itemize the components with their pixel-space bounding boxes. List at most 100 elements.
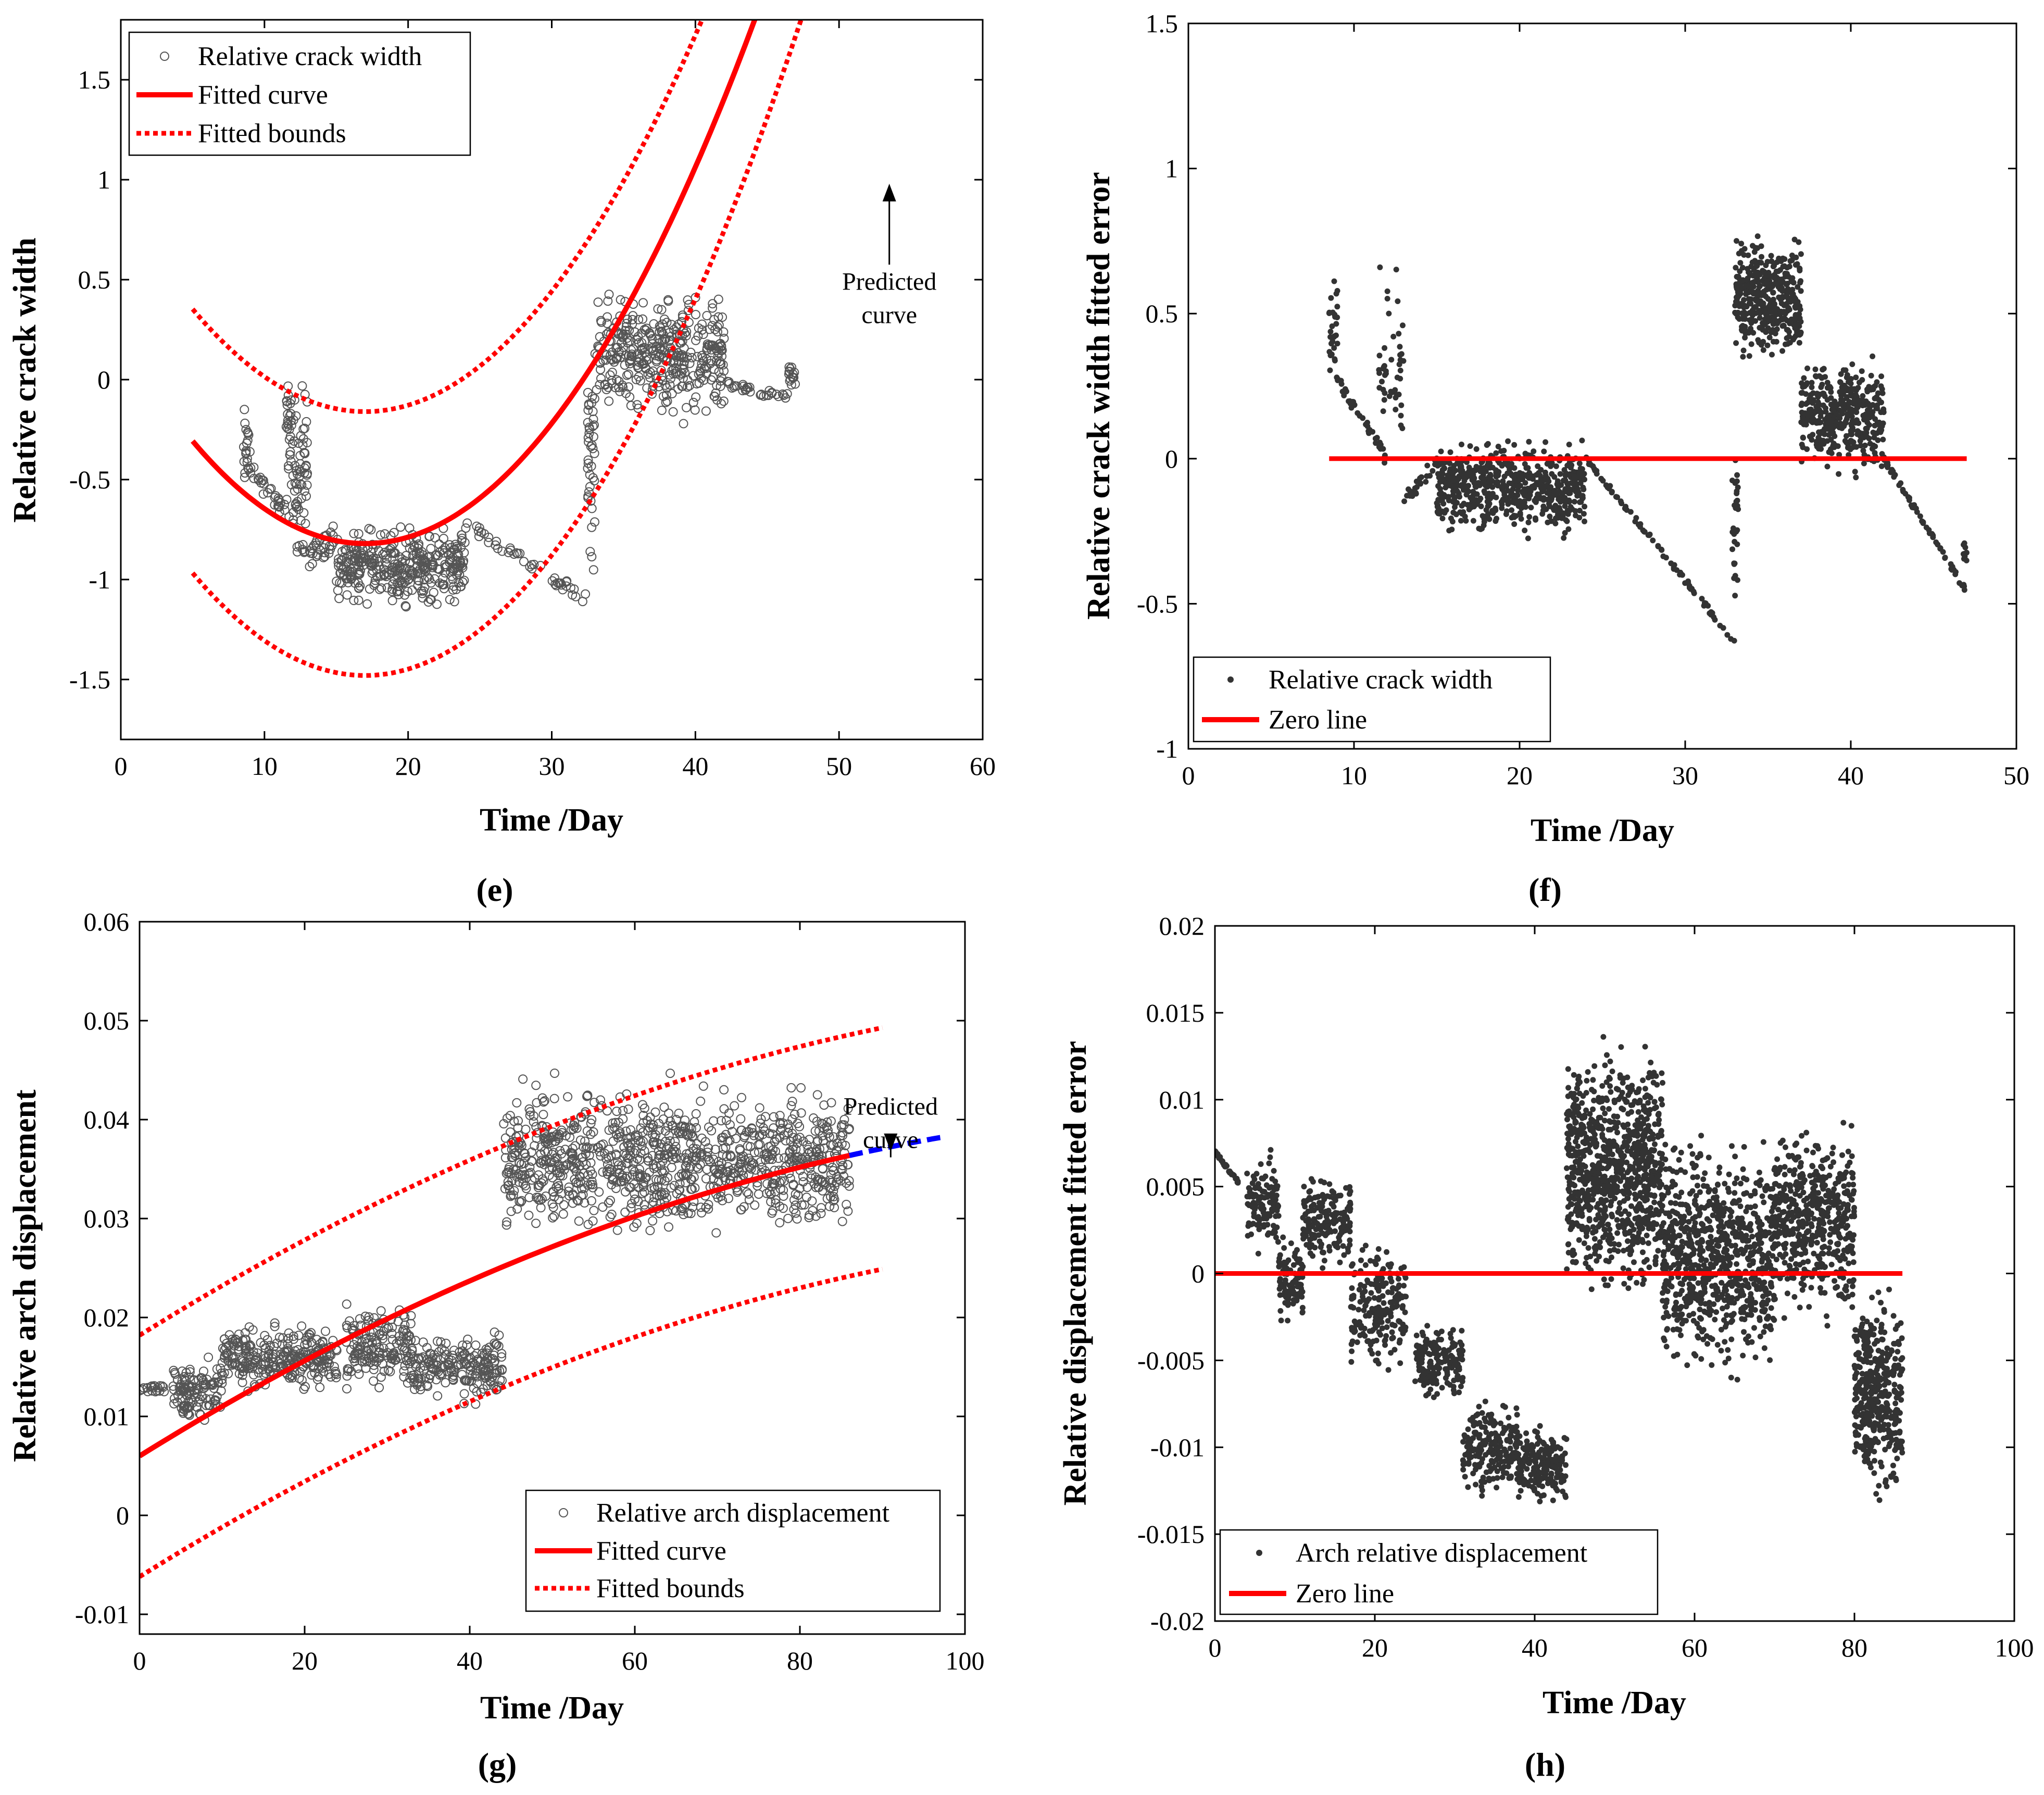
data-point-f bbox=[1891, 474, 1897, 480]
data-point-f bbox=[1860, 447, 1866, 454]
data-point-g bbox=[429, 1350, 439, 1360]
data-point-e bbox=[274, 502, 284, 512]
data-point-f bbox=[1793, 254, 1799, 260]
data-point-e bbox=[449, 545, 459, 555]
y-tick-label-f-5: 1.5 bbox=[1146, 9, 1178, 38]
data-point-g bbox=[376, 1306, 386, 1316]
data-point-e bbox=[716, 346, 726, 355]
data-point-g bbox=[554, 1184, 563, 1194]
data-point-f bbox=[1380, 386, 1386, 393]
data-point-g bbox=[231, 1334, 240, 1344]
data-point-e bbox=[624, 369, 633, 379]
data-point-f bbox=[1774, 326, 1780, 332]
data-point-g bbox=[581, 1144, 591, 1153]
data-point-h bbox=[1269, 1176, 1275, 1182]
data-point-f bbox=[1737, 260, 1744, 266]
data-point-e bbox=[439, 584, 449, 594]
legend-label-e-0: Relative crack width bbox=[198, 42, 422, 71]
data-point-f bbox=[1757, 310, 1763, 316]
data-point-f bbox=[1498, 499, 1504, 505]
data-point-f bbox=[1750, 243, 1755, 249]
data-point-f bbox=[1860, 412, 1866, 419]
data-point-f bbox=[1571, 476, 1577, 482]
data-point-f bbox=[1798, 251, 1804, 257]
data-point-g bbox=[319, 1360, 329, 1370]
data-point-f bbox=[1809, 384, 1815, 391]
data-point-f bbox=[1546, 478, 1552, 484]
chart-panel-f: 0 10 20 30 40 50-1-0.500.511.5 Time /Day Rela… bbox=[1081, 9, 2029, 908]
data-point-g bbox=[238, 1367, 248, 1376]
data-point-h bbox=[1245, 1233, 1251, 1239]
data-point-f bbox=[1479, 513, 1486, 519]
data-point-e bbox=[585, 482, 595, 492]
data-point-f bbox=[1526, 438, 1532, 445]
data-point-f bbox=[1647, 531, 1653, 537]
data-point-g bbox=[366, 1345, 376, 1354]
data-point-g bbox=[788, 1179, 798, 1189]
legend-box-g bbox=[525, 1489, 941, 1612]
data-point-f bbox=[1477, 468, 1484, 474]
data-point-f bbox=[1917, 513, 1923, 519]
data-point-f bbox=[1443, 481, 1449, 487]
data-point-g bbox=[506, 1207, 516, 1216]
data-point-g bbox=[636, 1148, 646, 1158]
data-point-f bbox=[1525, 519, 1532, 525]
data-point-g bbox=[745, 1142, 755, 1151]
data-point-e bbox=[612, 375, 622, 385]
y-tick-label-g-1: 0 bbox=[116, 1501, 129, 1530]
data-point-g bbox=[839, 1114, 849, 1124]
data-point-g bbox=[420, 1372, 430, 1382]
data-point-h bbox=[1285, 1302, 1291, 1308]
data-point-f bbox=[1604, 483, 1610, 489]
y-tick-label-f-0: -1 bbox=[1156, 734, 1178, 763]
data-point-g bbox=[819, 1143, 829, 1153]
data-point-f bbox=[1789, 275, 1796, 281]
data-point-f bbox=[1910, 504, 1916, 510]
data-point-f bbox=[1374, 435, 1380, 441]
data-point-f bbox=[1537, 472, 1543, 479]
data-point-f bbox=[1769, 258, 1775, 265]
data-point-e bbox=[642, 323, 651, 333]
legend-label-f-1: Zero line bbox=[1269, 705, 1367, 735]
data-point-g bbox=[376, 1372, 386, 1382]
data-point-e bbox=[342, 557, 352, 567]
data-point-f bbox=[1450, 470, 1456, 476]
plot-area-f bbox=[1326, 233, 1970, 644]
data-point-g bbox=[783, 1213, 793, 1223]
data-point-f bbox=[1377, 264, 1383, 270]
data-point-g bbox=[603, 1106, 612, 1116]
data-point-g bbox=[472, 1349, 482, 1359]
data-point-h bbox=[1252, 1185, 1258, 1191]
data-point-g bbox=[558, 1171, 568, 1181]
data-point-g bbox=[651, 1162, 661, 1172]
data-point-f bbox=[1338, 378, 1344, 384]
data-point-g bbox=[331, 1373, 341, 1383]
data-point-f bbox=[1466, 473, 1472, 479]
data-point-g bbox=[618, 1171, 628, 1181]
data-point-f bbox=[1879, 390, 1886, 396]
data-point-f bbox=[1742, 303, 1749, 309]
data-point-g bbox=[767, 1150, 777, 1160]
data-point-f bbox=[1399, 425, 1406, 431]
data-point-f bbox=[1623, 504, 1629, 510]
data-point-e bbox=[593, 297, 603, 307]
data-point-g bbox=[270, 1318, 280, 1328]
data-point-g bbox=[626, 1203, 636, 1213]
data-point-e bbox=[604, 290, 614, 299]
data-point-g bbox=[703, 1152, 712, 1162]
data-point-e bbox=[601, 385, 611, 394]
data-point-g bbox=[665, 1136, 675, 1146]
scatter-series-g bbox=[140, 1069, 854, 1425]
data-point-e bbox=[685, 358, 695, 368]
data-point-g bbox=[691, 1109, 701, 1119]
data-point-f bbox=[1470, 518, 1476, 524]
data-point-e bbox=[380, 529, 390, 539]
data-point-g bbox=[814, 1126, 824, 1136]
data-point-g bbox=[369, 1313, 379, 1323]
data-point-e bbox=[367, 558, 377, 568]
data-point-g bbox=[425, 1370, 435, 1379]
data-point-g bbox=[326, 1372, 336, 1382]
data-point-e bbox=[359, 550, 369, 560]
data-point-e bbox=[286, 395, 296, 405]
data-point-g bbox=[786, 1101, 796, 1111]
